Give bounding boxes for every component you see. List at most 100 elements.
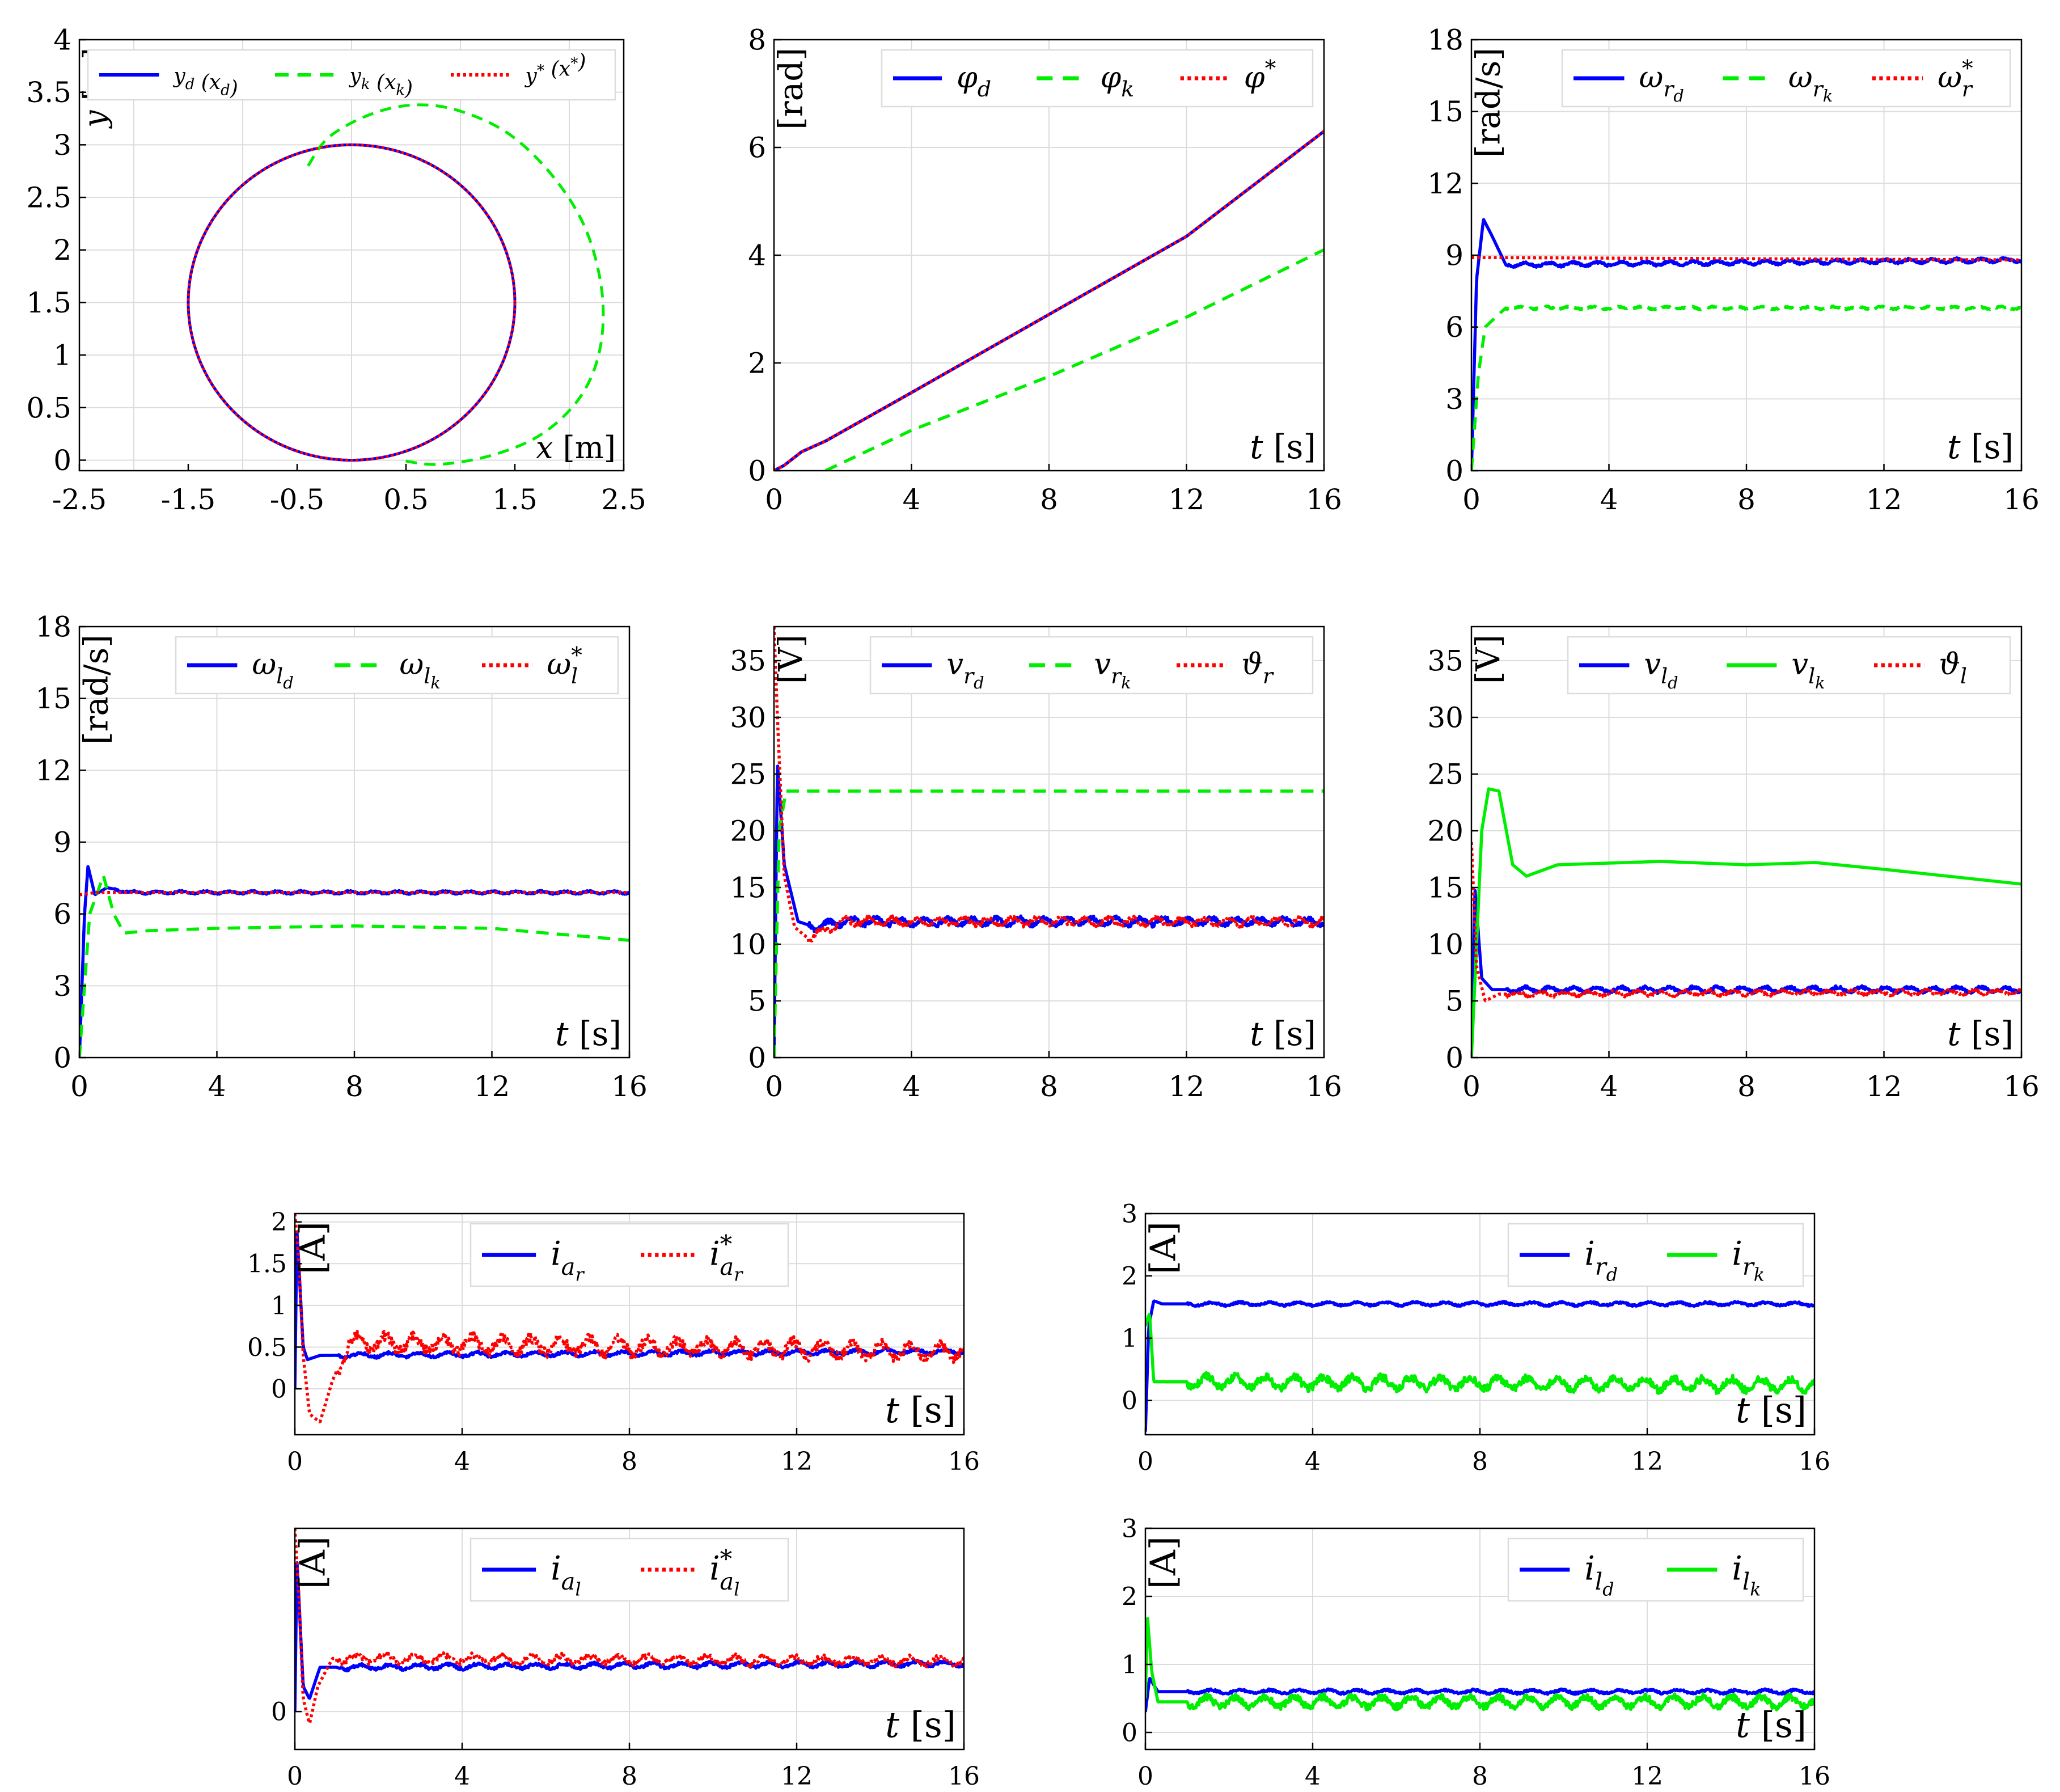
chart-iar: 0 4 8 12 16 0 0.5 1 1.5 2 t [s] [A] iar i* ar [247,1208,980,1476]
y-tick-label: 0 [748,1042,766,1075]
y-tick-label: 6 [1445,311,1463,344]
series-group [79,865,629,1058]
x-tick-label: 2.5 [601,483,646,516]
x-tick-label: 4 [1600,483,1618,516]
y-axis-label: [rad] [771,48,810,130]
x-axis-label: t [s] [885,1704,956,1745]
chart-wl: 0 4 8 12 16 0 3 6 9 12 15 18 t [s] [rad/s] ωld ωlk ω* l [35,611,647,1104]
legend-entry: vrd [946,647,984,692]
y-tick-label: 4 [53,24,71,57]
x-tick-label: 0.5 [383,483,429,516]
y-tick-label: 25 [1427,758,1463,791]
x-tick-label: 8 [1737,1070,1756,1103]
legend: ωrd ωrk ω* r [1561,49,2011,108]
series-group [295,1214,964,1423]
y-tick-label: 5 [1445,985,1463,1018]
x-tick-label: 4 [208,1070,226,1103]
legend: vrd vrk ϑr [869,636,1314,695]
x-tick-label: 8 [621,1762,637,1791]
legend-entry: yk (xk) [348,65,413,100]
legend-entry: ilk [1732,1549,1761,1600]
x-tick-label: 0 [1462,1070,1481,1103]
legend-entry: ω* l [547,643,582,688]
series-group [1471,218,2021,471]
y-tick-label: 2.5 [26,181,71,214]
series-group [774,130,1324,471]
series-line-0 [1145,1677,1814,1713]
y-tick-label: 0 [271,1698,287,1727]
x-axis-label: t [s] [1250,1015,1316,1053]
y-tick-label: 2 [748,347,766,380]
y-tick-label: 3 [53,970,71,1003]
legend: φd φk φ* [881,49,1314,108]
legend-entry: φ* [1244,56,1276,95]
legend-box [1567,636,2011,695]
series-group [295,1528,964,1725]
legend-entry: irk [1732,1235,1765,1286]
y-axis-label: [A] [292,1222,333,1274]
y-tick-label: 1 [53,339,71,372]
y-axis-label: [A] [1143,1536,1184,1589]
y-tick-label: 8 [748,24,766,57]
legend-entry: i* al [709,1545,739,1600]
chart-wr: 0 4 8 12 16 0 3 6 9 12 15 18 t [s] [rad/s] ωrd ωrk ω* r [1427,24,2039,517]
y-tick-label: 18 [1427,24,1463,57]
legend-entry: ωrk [1788,60,1833,105]
y-tick-label: 0 [53,1042,71,1075]
y-axis-label: [V] [1469,635,1507,684]
y-tick-label: 1 [271,1291,287,1320]
legend: ild ilk [1507,1537,1804,1602]
x-tick-label: 8 [621,1447,637,1476]
y-tick-label: 0 [1122,1718,1137,1747]
chart-ial: 0 4 8 12 16 0 t [s] [A] ial i* al [271,1527,980,1791]
legend-entry: iar [551,1235,585,1286]
chart-phi: 0 4 8 12 16 0 2 4 6 8 t [s] [rad] φd φk φ* [748,24,1342,517]
chart-xy: -2.5 -1.5 -0.5 0.5 1.5 2.5 0 0.5 1 1.5 2 2.5 3 3.5 4 x … [26,24,646,517]
y-tick-label: 3 [53,129,71,162]
y-tick-label: 2 [1122,1582,1137,1611]
series-line-0 [1471,218,2021,471]
x-tick-label: 12 [1169,1070,1205,1103]
legend-entry: vlk [1791,647,1825,692]
series-group [1145,1299,1814,1432]
series-line-1 [1471,787,2021,1058]
x-tick-label: 4 [1305,1762,1321,1791]
series-line-1 [1471,304,2021,471]
legend-box [87,49,616,101]
axes-box [78,39,625,472]
y-tick-label: 35 [730,645,766,678]
y-tick-label: 20 [730,815,766,848]
x-tick-label: 1.5 [492,483,538,516]
y-tick-label: 0 [53,444,71,477]
x-tick-label: 4 [903,483,921,516]
x-tick-label: 4 [454,1762,470,1791]
legend-entry: ωlk [399,647,440,692]
legend-entry: i* ar [709,1231,743,1286]
legend: ird irk [1507,1223,1804,1287]
x-tick-label: 0 [1137,1762,1153,1791]
legend-entry: ω* r [1938,56,1973,102]
x-tick-label: 0 [1462,483,1481,516]
y-tick-label: 6 [748,132,766,164]
x-tick-label: 8 [345,1070,363,1103]
x-tick-label: 16 [948,1762,980,1791]
x-tick-label: 16 [1306,483,1342,516]
y-tick-label: 18 [35,611,71,644]
y-tick-label: 5 [748,985,766,1018]
legend-entry: ial [551,1549,581,1600]
legend-entry: ird [1584,1235,1618,1286]
series-line-1 [1145,1313,1814,1395]
x-axis-label: t [s] [1250,428,1316,466]
x-tick-label: 12 [1866,1070,1902,1103]
x-tick-label: 8 [1737,483,1756,516]
x-tick-label: 8 [1040,1070,1058,1103]
y-tick-label: 12 [1427,167,1463,200]
x-tick-label: 12 [1866,483,1902,516]
series-line-1 [1145,1617,1814,1711]
series-line-0 [187,143,517,462]
y-tick-label: 3 [1122,1199,1137,1228]
legend-entry: φd [957,60,991,102]
series-line-2 [79,890,629,897]
